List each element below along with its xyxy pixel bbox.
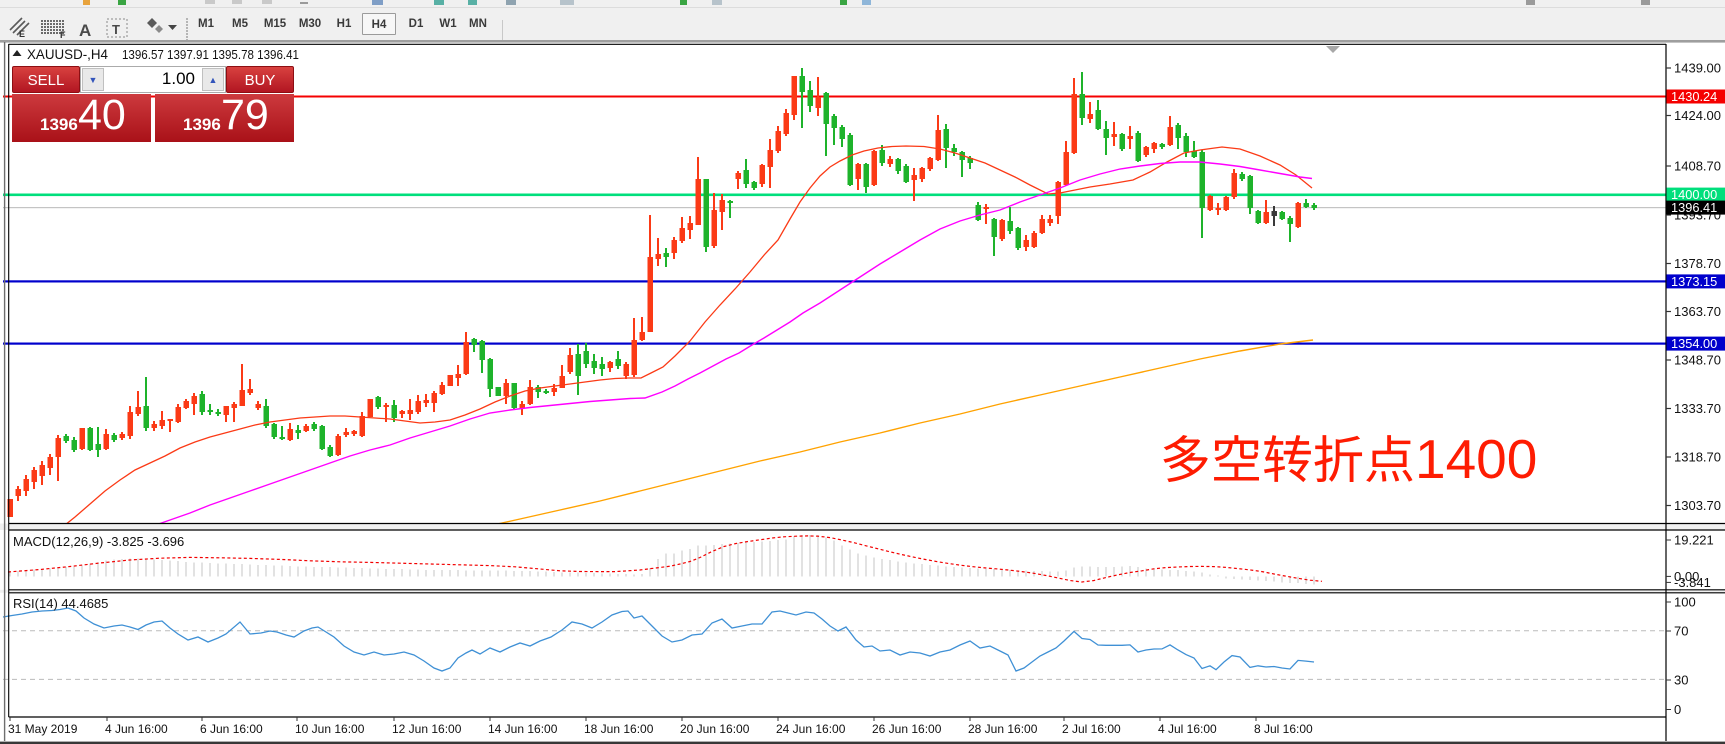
- svg-text:14 Jun 16:00: 14 Jun 16:00: [488, 722, 558, 736]
- svg-text:1408.70: 1408.70: [1674, 159, 1721, 174]
- svg-text:0.00: 0.00: [1674, 569, 1699, 584]
- svg-text:31 May 2019: 31 May 2019: [8, 722, 78, 736]
- svg-text:28 Jun 16:00: 28 Jun 16:00: [968, 722, 1038, 736]
- svg-text:1400.00: 1400.00: [1671, 187, 1717, 202]
- svg-text:4 Jul 16:00: 4 Jul 16:00: [1158, 722, 1217, 736]
- svg-text:F: F: [60, 30, 66, 40]
- svg-text:A: A: [79, 21, 91, 40]
- svg-text:1354.00: 1354.00: [1671, 336, 1717, 351]
- svg-text:6 Jun 16:00: 6 Jun 16:00: [200, 722, 263, 736]
- svg-text:18 Jun 16:00: 18 Jun 16:00: [584, 722, 654, 736]
- svg-text:0: 0: [1674, 702, 1681, 717]
- svg-text:24 Jun 16:00: 24 Jun 16:00: [776, 722, 846, 736]
- svg-text:2 Jul 16:00: 2 Jul 16:00: [1062, 722, 1121, 736]
- svg-text:1348.70: 1348.70: [1674, 353, 1721, 368]
- svg-text:1439.00: 1439.00: [1674, 61, 1721, 76]
- svg-text:8 Jul 16:00: 8 Jul 16:00: [1254, 722, 1313, 736]
- svg-text:1424.00: 1424.00: [1674, 108, 1721, 123]
- svg-text:XAUUSD-,H4: XAUUSD-,H4: [27, 46, 108, 62]
- svg-text:70: 70: [1674, 624, 1688, 639]
- svg-text:-3.841: -3.841: [1674, 575, 1711, 590]
- svg-text:19.221: 19.221: [1674, 533, 1714, 548]
- svg-text:1363.70: 1363.70: [1674, 304, 1721, 319]
- svg-text:26 Jun 16:00: 26 Jun 16:00: [872, 722, 942, 736]
- svg-text:100: 100: [1674, 595, 1696, 610]
- svg-text:1378.70: 1378.70: [1674, 256, 1721, 271]
- svg-text:T: T: [112, 22, 120, 37]
- svg-text:20 Jun 16:00: 20 Jun 16:00: [680, 722, 750, 736]
- svg-text:10 Jun 16:00: 10 Jun 16:00: [295, 722, 365, 736]
- svg-text:1318.70: 1318.70: [1674, 450, 1721, 465]
- svg-text:30: 30: [1674, 673, 1688, 688]
- svg-text:1396.57 1397.91 1395.78 1396.4: 1396.57 1397.91 1395.78 1396.41: [122, 47, 299, 62]
- svg-text:1400: 1400: [1415, 428, 1537, 490]
- svg-text:RSI(14) 44.4685: RSI(14) 44.4685: [13, 596, 108, 611]
- svg-text:1333.70: 1333.70: [1674, 401, 1721, 416]
- svg-text:MACD(12,26,9) -3.825 -3.696: MACD(12,26,9) -3.825 -3.696: [13, 534, 184, 549]
- svg-text:4 Jun 16:00: 4 Jun 16:00: [105, 722, 168, 736]
- svg-text:1396.41: 1396.41: [1671, 200, 1717, 215]
- svg-text:1373.15: 1373.15: [1671, 274, 1717, 289]
- svg-text:12 Jun 16:00: 12 Jun 16:00: [392, 722, 462, 736]
- svg-text:E: E: [19, 29, 25, 39]
- svg-text:1430.24: 1430.24: [1671, 89, 1717, 104]
- svg-text:1303.70: 1303.70: [1674, 498, 1721, 513]
